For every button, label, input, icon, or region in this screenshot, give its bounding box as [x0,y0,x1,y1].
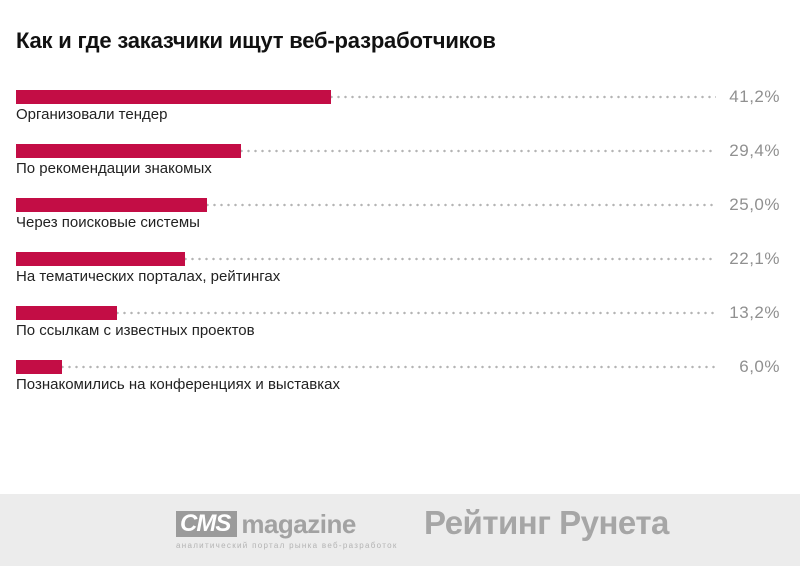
bar-row: 6,0% Познакомились на конференциях и выст… [16,357,780,402]
bar-line: 22,1% [16,249,780,268]
value-label: 25,0% [729,195,780,214]
value-label: 22,1% [729,249,780,268]
footer-band: CMS magazine аналитический портал рынка … [0,494,800,566]
cms-logo-box: CMS [176,511,238,537]
category-label: Познакомились на конференциях и выставка… [16,376,340,393]
bar-line: 25,0% [16,195,780,214]
bar-segment [16,144,241,158]
cms-magazine-logo: CMS magazine аналитический портал рынка … [176,511,398,550]
bar-line: 6,0% [16,357,780,376]
bar-line: 13,2% [16,303,780,322]
value-label: 29,4% [729,141,780,160]
bar-segment [16,252,185,266]
category-label: Через поисковые системы [16,214,200,231]
dotted-leader [61,360,716,374]
dotted-leader [330,90,716,104]
value-label: 13,2% [729,303,780,322]
bar-row: 41,2% Организовали тендер [16,87,780,132]
bar-segment [16,306,117,320]
bar-row: 29,4% По рекомендации знакомых [16,141,780,186]
bar-line: 41,2% [16,87,780,106]
category-label: Организовали тендер [16,106,168,123]
category-label: По ссылкам с известных проектов [16,322,255,339]
value-label: 6,0% [739,357,780,376]
bar-segment [16,360,62,374]
bar-segment [16,90,331,104]
cms-logo-row: CMS magazine [176,511,398,537]
bar-line: 29,4% [16,141,780,160]
rating-runeta-logo: Рейтинг Рунета [424,504,669,541]
bar-segment [16,198,207,212]
dotted-leader [184,252,716,266]
dotted-leader [240,144,716,158]
value-label: 41,2% [729,87,780,106]
category-label: По рекомендации знакомых [16,160,212,177]
dotted-leader [116,306,716,320]
chart-title: Как и где заказчики ищут веб-разработчик… [16,28,496,53]
category-label: На тематических порталах, рейтингах [16,268,281,285]
bar-row: 22,1% На тематических порталах, рейтингах [16,249,780,294]
cms-tagline: аналитический портал рынка веб-разработо… [176,541,398,550]
cms-magazine-text: magazine [241,509,356,539]
dotted-leader [207,198,716,212]
bar-row: 13,2% По ссылкам с известных проектов [16,303,780,348]
bar-row: 25,0% Через поисковые системы [16,195,780,240]
